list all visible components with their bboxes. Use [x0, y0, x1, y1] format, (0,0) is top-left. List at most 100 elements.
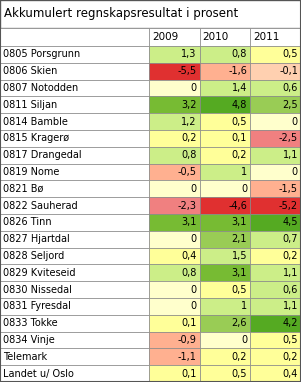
Text: 0807 Notodden: 0807 Notodden	[3, 83, 78, 93]
Bar	[250, 315, 301, 332]
Text: 0,2: 0,2	[232, 352, 247, 362]
Bar	[149, 365, 200, 382]
Text: 0: 0	[191, 285, 197, 295]
Bar	[200, 332, 250, 348]
Bar	[149, 197, 200, 214]
Bar	[0, 365, 149, 382]
Bar	[200, 281, 250, 298]
Bar	[149, 130, 200, 147]
Text: 0819 Nome: 0819 Nome	[3, 167, 59, 177]
Bar	[200, 365, 250, 382]
Text: 0,2: 0,2	[283, 251, 298, 261]
Bar	[250, 298, 301, 315]
Bar	[149, 113, 200, 130]
Bar	[200, 298, 250, 315]
Bar	[149, 96, 200, 113]
Bar	[250, 28, 301, 46]
Text: 1,1: 1,1	[283, 150, 298, 160]
Text: 2,5: 2,5	[282, 100, 298, 110]
Text: 3,2: 3,2	[181, 100, 197, 110]
Text: 1: 1	[241, 167, 247, 177]
Text: 1: 1	[241, 301, 247, 311]
Text: -5,2: -5,2	[279, 201, 298, 210]
Text: 1,1: 1,1	[283, 268, 298, 278]
Bar	[0, 28, 149, 46]
Bar	[0, 231, 149, 248]
Text: Landet u/ Oslo: Landet u/ Oslo	[3, 369, 74, 379]
Text: 0805 Porsgrunn: 0805 Porsgrunn	[3, 49, 80, 59]
Text: 0,5: 0,5	[283, 49, 298, 59]
Bar	[200, 248, 250, 264]
Text: 0,5: 0,5	[232, 369, 247, 379]
Text: 0,6: 0,6	[283, 285, 298, 295]
Bar	[149, 248, 200, 264]
Text: 0,7: 0,7	[283, 234, 298, 244]
Text: 0,2: 0,2	[181, 133, 197, 143]
Bar	[0, 63, 149, 79]
Text: 0,4: 0,4	[283, 369, 298, 379]
Text: 0: 0	[191, 301, 197, 311]
Text: 0: 0	[292, 117, 298, 126]
Text: 1,2: 1,2	[181, 117, 197, 126]
Text: -2,3: -2,3	[178, 201, 197, 210]
Bar	[149, 214, 200, 231]
Bar	[149, 79, 200, 96]
Bar	[149, 332, 200, 348]
Text: 0831 Fyresdal: 0831 Fyresdal	[3, 301, 71, 311]
Bar	[250, 231, 301, 248]
Bar	[200, 96, 250, 113]
Bar	[200, 197, 250, 214]
Text: 0811 Siljan: 0811 Siljan	[3, 100, 57, 110]
Bar	[0, 281, 149, 298]
Bar	[149, 231, 200, 248]
Bar	[250, 264, 301, 281]
Bar	[0, 315, 149, 332]
Bar	[200, 180, 250, 197]
Text: 0833 Tokke: 0833 Tokke	[3, 318, 57, 328]
Text: 0: 0	[241, 335, 247, 345]
Text: 0,8: 0,8	[181, 268, 197, 278]
Bar	[149, 180, 200, 197]
Bar	[250, 79, 301, 96]
Text: -1,5: -1,5	[279, 184, 298, 194]
Text: 0826 Tinn: 0826 Tinn	[3, 217, 52, 227]
Text: 4,8: 4,8	[232, 100, 247, 110]
Bar	[0, 298, 149, 315]
Text: 0,5: 0,5	[232, 117, 247, 126]
Bar	[250, 163, 301, 180]
Bar	[200, 113, 250, 130]
Bar	[0, 248, 149, 264]
Bar	[250, 180, 301, 197]
Text: 0829 Kviteseid: 0829 Kviteseid	[3, 268, 76, 278]
Text: 0817 Drangedal: 0817 Drangedal	[3, 150, 82, 160]
Bar	[0, 79, 149, 96]
Bar	[149, 264, 200, 281]
Bar	[149, 298, 200, 315]
Bar	[250, 248, 301, 264]
Bar	[0, 147, 149, 163]
Text: -1,6: -1,6	[228, 66, 247, 76]
Text: 0,1: 0,1	[181, 318, 197, 328]
Text: -0,5: -0,5	[178, 167, 197, 177]
Text: 2010: 2010	[203, 32, 229, 42]
Bar	[0, 180, 149, 197]
Text: -0,9: -0,9	[178, 335, 197, 345]
Bar	[250, 96, 301, 113]
Text: 0,5: 0,5	[232, 285, 247, 295]
Bar	[0, 348, 149, 365]
Text: 1,3: 1,3	[181, 49, 197, 59]
Text: 0: 0	[191, 83, 197, 93]
Bar	[149, 163, 200, 180]
Bar	[200, 79, 250, 96]
Bar	[250, 281, 301, 298]
Text: Telemark: Telemark	[3, 352, 47, 362]
Bar	[149, 348, 200, 365]
Text: 0,8: 0,8	[181, 150, 197, 160]
Text: 0821 Bø: 0821 Bø	[3, 184, 43, 194]
Bar	[0, 163, 149, 180]
Bar	[0, 113, 149, 130]
Text: 0828 Seljord: 0828 Seljord	[3, 251, 64, 261]
Text: -1,1: -1,1	[178, 352, 197, 362]
Bar	[200, 46, 250, 63]
Text: 3,1: 3,1	[181, 217, 197, 227]
